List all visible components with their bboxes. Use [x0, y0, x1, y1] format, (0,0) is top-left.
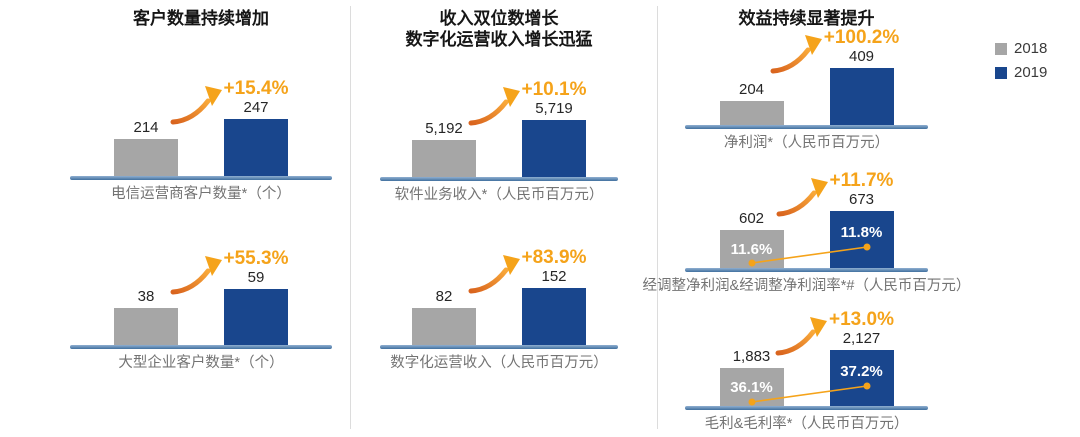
bar-group-2019: +100.2% 409	[770, 26, 899, 125]
axis-baseline	[70, 176, 332, 180]
bar-value-2019: 673	[848, 191, 875, 208]
bar-2019: 11.8%	[829, 211, 894, 268]
chart-label: 数字化运营收入（人民币百万元）	[390, 355, 608, 371]
bar-value-2019: 2,127	[842, 330, 881, 347]
bar-2018	[114, 308, 178, 345]
bar-2019	[829, 68, 894, 125]
bar-value-2019: 59	[247, 269, 265, 286]
legend-label-2018: 2018	[1014, 40, 1048, 57]
bar-group-2019: +11.7% 673 11.8%	[776, 169, 894, 268]
rate-connector-line	[748, 382, 870, 406]
chart-adjusted-net-profit: 602 11.6% +11.7% 673 11.8	[643, 168, 971, 295]
bar-group-2018: 5,192	[412, 121, 476, 177]
section-title-line: 效益持续显著提升	[738, 9, 875, 28]
bar-group-2018: 82	[412, 289, 476, 345]
chart-label: 净利润*（人民币百万元）	[723, 135, 890, 151]
bar-value-2018: 602	[738, 210, 765, 227]
section-title-line: 收入双位数增长	[439, 9, 559, 28]
chart-software-revenue: 5,192 +10.1% 5,719 软件业务收入*（人民币	[380, 77, 618, 204]
chart-large-enterprise-customers: 38 +55.3% 59 大型企业客户数量*（个）	[70, 245, 332, 372]
axis-baseline	[685, 125, 928, 129]
bar-value-2019: 152	[541, 268, 567, 285]
legend-swatch-2018	[995, 42, 1007, 55]
bar-group-2019: +55.3% 59	[170, 247, 289, 345]
bar-group-2019: +15.4% 247	[170, 77, 289, 176]
bar-2019: 37.2%	[829, 350, 894, 406]
bar-2019	[224, 119, 288, 176]
bar-value-2018: 82	[435, 288, 453, 305]
chart-telecom-operator-customers: 214 +15.4% 247	[70, 76, 332, 203]
growth-label: +15.4%	[223, 78, 289, 99]
chart-gross-profit: 1,883 36.1% +13.0% 2,127	[685, 306, 928, 433]
bar-value-2018: 1,883	[732, 348, 771, 365]
bar-value-2019: 409	[848, 48, 875, 65]
chart-net-profit: 204 +100.2% 409 净利润*（人民币百万元）	[685, 25, 928, 152]
growth-arrow-icon	[770, 35, 822, 74]
chart-label: 毛利&毛利率*（人民币百万元）	[704, 416, 909, 432]
rate-label-2019: 37.2%	[840, 362, 883, 380]
section-title-customers: 客户数量持续增加	[70, 8, 332, 29]
legend-item-2018: 2018	[995, 41, 1047, 56]
section-title-revenue: 收入双位数增长 数字化运营收入增长迅猛	[380, 8, 618, 50]
legend: 2018 2019	[995, 41, 1047, 80]
axis-baseline	[380, 177, 618, 181]
bar-group-2018: 214	[114, 120, 178, 176]
bar-group-2019: +83.9% 152	[468, 246, 587, 345]
bar-2018	[114, 139, 178, 176]
growth-arrow-icon	[170, 256, 222, 295]
bar-group-2019: +13.0% 2,127 37.2%	[775, 308, 894, 406]
growth-label: +100.2%	[823, 27, 900, 48]
bar-2019	[224, 289, 288, 345]
axis-baseline	[685, 268, 928, 272]
growth-label: +55.3%	[223, 248, 289, 269]
legend-swatch-2019	[995, 66, 1007, 79]
growth-label: +83.9%	[521, 247, 587, 268]
growth-arrow-icon	[468, 255, 520, 294]
column-divider-1	[350, 6, 351, 429]
rate-label-2018: 36.1%	[730, 378, 773, 396]
bar-value-2018: 204	[738, 81, 765, 98]
bar-group-2019: +10.1% 5,719	[468, 78, 587, 177]
growth-label: +10.1%	[521, 79, 587, 100]
section-title-line: 客户数量持续增加	[133, 9, 269, 28]
legend-item-2019: 2019	[995, 65, 1047, 80]
bar-value-2019: 5,719	[535, 100, 573, 117]
legend-label-2019: 2019	[1014, 64, 1048, 81]
growth-arrow-icon	[775, 317, 828, 356]
section-title-profit: 效益持续显著提升	[685, 8, 928, 29]
bar-2018	[719, 101, 784, 125]
bar-2018	[412, 140, 476, 177]
chart-label: 电信运营商客户数量*（个）	[111, 186, 291, 202]
growth-arrow-icon	[468, 87, 520, 126]
bar-value-2018: 5,192	[425, 120, 463, 137]
axis-baseline	[685, 406, 928, 410]
rate-connector-line	[748, 243, 870, 267]
rate-label-2019: 11.8%	[840, 224, 883, 241]
growth-arrow-icon	[170, 86, 222, 125]
chart-label: 经调整净利润&经调整净利润率*#（人民币百万元）	[642, 278, 971, 294]
bar-2018	[412, 308, 476, 345]
growth-label: +13.0%	[829, 309, 894, 330]
chart-label: 软件业务收入*（人民币百万元）	[394, 187, 604, 203]
bar-value-2019: 247	[243, 99, 269, 116]
axis-baseline	[380, 345, 618, 349]
bar-group-2018: 204	[719, 81, 784, 125]
bar-group-2018: 38	[114, 289, 178, 345]
rate-label-2018: 11.6%	[730, 240, 773, 258]
bar-2019	[522, 288, 586, 345]
section-title-line: 数字化运营收入增长迅猛	[405, 30, 593, 49]
bar-value-2018: 38	[137, 288, 155, 305]
growth-label: +11.7%	[829, 170, 894, 191]
growth-arrow-icon	[776, 178, 828, 217]
bar-value-2018: 214	[133, 119, 159, 136]
chart-digital-operation-revenue: 82 +83.9% 152 数字化运营收入（人民币百万元）	[380, 245, 618, 372]
bar-2019	[522, 120, 586, 177]
axis-baseline	[70, 345, 332, 349]
column-divider-2	[657, 6, 658, 429]
chart-label: 大型企业客户数量*（个）	[118, 355, 284, 371]
